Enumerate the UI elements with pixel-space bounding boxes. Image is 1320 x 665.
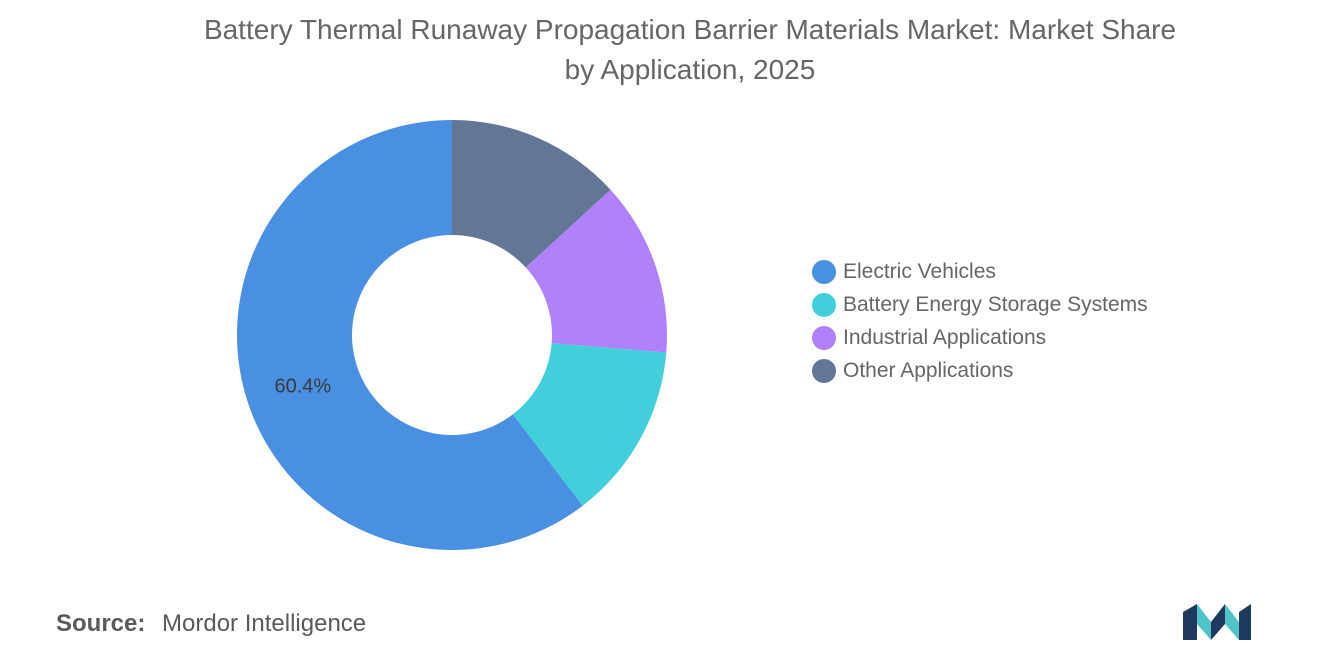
donut-slices <box>236 120 667 550</box>
legend-item: Industrial Applications <box>812 321 1148 354</box>
legend-label: Battery Energy Storage Systems <box>843 292 1148 316</box>
source-text: Mordor Intelligence <box>162 610 367 637</box>
legend-swatch-icon <box>812 292 836 317</box>
chart-title: Battery Thermal Runaway Propagation Barr… <box>100 10 1280 90</box>
chart-legend: Electric Vehicles Battery Energy Storage … <box>812 255 1148 387</box>
legend-label: Other Applications <box>843 358 1014 382</box>
legend-swatch-icon <box>812 325 836 350</box>
mordor-intelligence-logo-icon <box>1183 604 1251 640</box>
legend-item: Electric Vehicles <box>812 255 1148 288</box>
slice-other-applications <box>452 120 611 268</box>
slice-industrial-applications <box>525 189 667 353</box>
slice-electric-vehicles <box>236 120 583 550</box>
legend-label: Industrial Applications <box>843 325 1047 349</box>
donut-labels: 60.4% <box>274 376 331 398</box>
legend-swatch-icon <box>812 358 836 383</box>
legend-swatch-icon <box>812 259 836 284</box>
chart-title-line-1: Battery Thermal Runaway Propagation Barr… <box>203 14 1177 45</box>
legend-item: Battery Energy Storage Systems <box>812 288 1148 321</box>
legend-label: Electric Vehicles <box>843 259 996 283</box>
source-note: Source: Mordor Intelligence <box>56 610 366 638</box>
source-label: Source: <box>56 610 146 637</box>
legend-item: Other Applications <box>812 354 1148 387</box>
slice-battery-energy-storage-systems <box>512 343 667 506</box>
chart-title-line-2: by Application, 2025 <box>564 54 816 85</box>
slice-value-label: 60.4% <box>274 376 331 398</box>
